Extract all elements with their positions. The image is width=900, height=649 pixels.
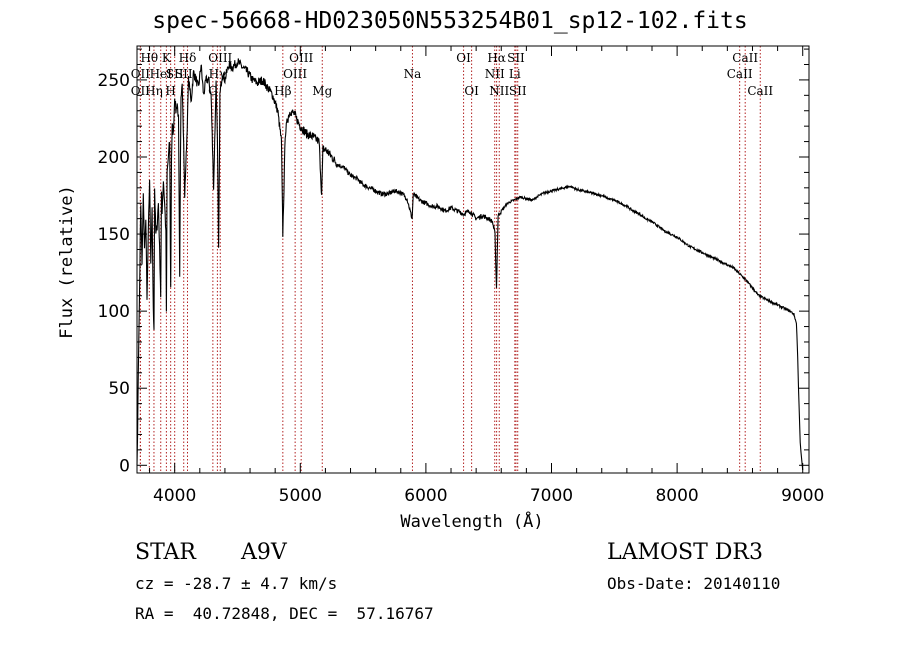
x-tick-label: 7000 [530, 486, 573, 506]
y-tick-label: 0 [119, 456, 130, 476]
marker-label: NII [485, 67, 505, 81]
marker-label: OI [456, 51, 471, 65]
marker-label: NII [489, 84, 509, 98]
spectral-subclass: A9V [241, 540, 287, 565]
flux-series [136, 58, 804, 470]
marker-label: Hβ [274, 84, 291, 98]
marker-label: CaII [747, 84, 773, 98]
x-tick-label: 9000 [781, 486, 824, 506]
marker-label: Mg [312, 84, 332, 98]
marker-label: CaII [732, 51, 758, 65]
marker-label: SII [507, 51, 525, 65]
spectral-line-labels: HθOIIOIIHηKHeISIIHHδSIIOIIIHγGOIIIOIIIHβ… [131, 51, 774, 98]
x-tick-label: 4000 [153, 486, 196, 506]
marker-label: HeI [150, 67, 173, 81]
marker-label: SII [509, 84, 527, 98]
x-axis-label: Wavelength (Å) [400, 510, 543, 532]
plot-frame [136, 45, 810, 474]
marker-label: OII [131, 67, 151, 81]
y-tick-label: 200 [98, 148, 130, 168]
x-tick-label: 5000 [279, 486, 322, 506]
survey-name: LAMOST DR3 [607, 540, 763, 565]
object-class: STAR [135, 540, 196, 565]
flux-line [136, 58, 804, 470]
y-tick-label: 50 [108, 379, 130, 399]
x-tick-label: 6000 [404, 486, 447, 506]
marker-label: SII [175, 67, 193, 81]
marker-label: K [162, 51, 172, 65]
marker-label: H [165, 84, 175, 98]
marker-label: Li [509, 67, 521, 81]
redshift-value: cz = -28.7 ± 4.7 km/s [135, 574, 338, 593]
y-tick-label: 100 [98, 302, 130, 322]
marker-label: CaII [727, 67, 753, 81]
marker-label: Na [404, 67, 422, 81]
y-tick-label: 150 [98, 225, 130, 245]
y-axis-label: Flux (relative) [57, 185, 77, 339]
axis-ticks: 4000 5000 6000 7000 8000 9000 0 50 100 150 200 250 [98, 46, 824, 506]
marker-label: OIII [289, 51, 313, 65]
marker-label: Hθ [140, 51, 158, 65]
marker-label: OIII [283, 67, 307, 81]
sky-coordinates: RA = 40.72848, DEC = 57.16767 [135, 604, 434, 623]
plot-axes [136, 45, 810, 474]
chart-title: spec-56668-HD023050N553254B01_sp12-102.f… [152, 8, 748, 34]
marker-label: SII [166, 67, 184, 81]
marker-label: Hδ [179, 51, 197, 65]
marker-label: Hη [145, 84, 163, 98]
x-tick-label: 8000 [655, 486, 698, 506]
marker-label: Hα [487, 51, 506, 65]
marker-label: OI [464, 84, 479, 98]
marker-label: G [208, 84, 218, 98]
observation-date: Obs-Date: 20140110 [607, 574, 781, 593]
marker-label: OIII [208, 51, 232, 65]
marker-label: OII [131, 84, 151, 98]
spectral-line-markers [139, 46, 761, 473]
y-tick-label: 250 [98, 71, 130, 91]
